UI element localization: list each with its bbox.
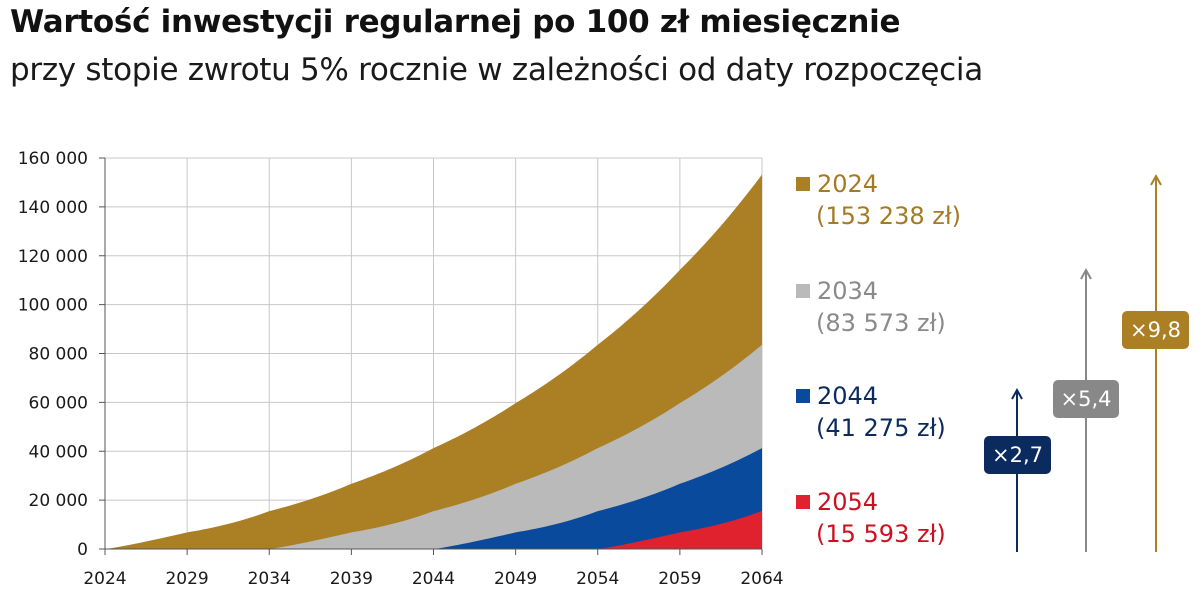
x-tick-label: 2029	[165, 569, 208, 589]
legend-item-2024: 2024 (153 238 zł)	[796, 168, 961, 232]
legend-swatch-2034	[796, 284, 810, 298]
x-tick-label: 2059	[658, 569, 701, 589]
arrow-2044-head	[1011, 387, 1023, 400]
legend-year: 2044	[817, 382, 879, 410]
multiplier-badge-2034: ×5,4	[1053, 380, 1119, 418]
y-tick-label: 160 000	[18, 149, 88, 169]
y-tick-label: 120 000	[18, 247, 88, 267]
legend-value: (153 238 zł)	[816, 202, 962, 230]
x-tick-label: 2044	[412, 569, 455, 589]
y-tick-label: 80 000	[29, 345, 88, 365]
y-tick-label: 100 000	[18, 296, 88, 316]
multiplier-badge-2044: ×2,7	[984, 436, 1051, 474]
chart-title: Wartość inwestycji regularnej po 100 zł …	[10, 4, 901, 40]
x-tick-label: 2039	[330, 569, 373, 589]
area-series	[105, 174, 762, 549]
y-tick-label: 0	[77, 540, 88, 560]
y-tick-label: 40 000	[29, 442, 88, 462]
y-tick-label: 20 000	[29, 491, 88, 511]
x-tick-label: 2024	[83, 569, 126, 589]
x-tick-label: 2034	[248, 569, 291, 589]
legend-swatch-2054	[796, 495, 810, 509]
arrow-2034-head	[1080, 267, 1092, 280]
axes: 0 20 000 40 000 60 000 80 000 100 000 120 000 1…	[18, 149, 784, 589]
area-series-2044	[105, 448, 762, 549]
multiplier-badge-2024: ×9,8	[1122, 311, 1189, 349]
legend-swatch-2044	[796, 389, 810, 403]
area-series-2054	[105, 510, 762, 549]
chart-subtitle: przy stopie zwrotu 5% rocznie w zależnoś…	[10, 52, 983, 88]
x-tick-label: 2049	[494, 569, 537, 589]
legend-year: 2024	[817, 170, 879, 198]
legend-item-2044: 2044 (41 275 zł)	[796, 380, 946, 444]
y-tick-label: 140 000	[18, 198, 88, 218]
legend-year: 2034	[817, 277, 879, 305]
area-series-2034	[105, 344, 762, 549]
y-tick-label: 60 000	[29, 393, 88, 413]
multiplier-arrows	[1011, 173, 1162, 552]
legend-value: (83 573 zł)	[816, 309, 946, 337]
legend-value: (15 593 zł)	[816, 520, 946, 548]
legend-item-2054: 2054 (15 593 zł)	[796, 486, 946, 550]
legend-swatch-2024	[796, 177, 810, 191]
x-tick-label: 2064	[740, 569, 783, 589]
arrow-2024-head	[1150, 173, 1162, 186]
legend-value: (41 275 zł)	[816, 414, 946, 442]
legend-item-2034: 2034 (83 573 zł)	[796, 275, 946, 339]
legend-year: 2054	[817, 488, 879, 516]
x-tick-label: 2054	[576, 569, 619, 589]
